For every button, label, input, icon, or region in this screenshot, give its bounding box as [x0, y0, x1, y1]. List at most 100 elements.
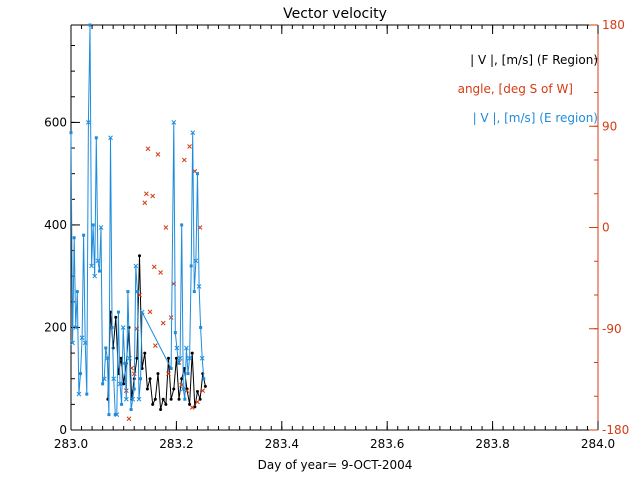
data-point — [156, 372, 160, 376]
series-line — [107, 255, 206, 410]
data-point — [110, 325, 114, 329]
data-point — [138, 254, 142, 258]
y2-tick-label: -180 — [602, 423, 629, 437]
data-point — [195, 390, 199, 394]
y-tick-label: 200 — [44, 320, 67, 334]
data-point — [135, 290, 139, 294]
data-point — [190, 351, 194, 355]
data-point — [202, 377, 206, 381]
data-point — [94, 136, 98, 140]
data-point — [199, 325, 203, 329]
x-tick-label: 283.6 — [370, 437, 404, 451]
data-point — [79, 335, 85, 341]
data-point — [193, 258, 199, 264]
data-point — [184, 345, 189, 351]
legend-entry-f-region: | V |, [m/s] (F Region) — [470, 53, 598, 67]
y2-tick-label: 90 — [602, 119, 617, 133]
data-point — [123, 396, 129, 402]
data-point — [104, 346, 108, 350]
data-point — [166, 356, 170, 360]
data-point — [203, 384, 207, 388]
data-point — [126, 416, 132, 422]
data-point — [161, 397, 165, 401]
y2-tick-label: 0 — [602, 221, 610, 235]
data-point — [101, 376, 107, 382]
data-point — [147, 309, 153, 315]
data-point — [172, 387, 176, 391]
data-point — [133, 263, 139, 269]
data-point — [97, 269, 101, 273]
legend-entry-e-region: | V |, [m/s] (E region) — [473, 111, 598, 125]
data-point — [177, 361, 181, 365]
data-point — [86, 120, 91, 125]
data-point — [169, 366, 173, 370]
data-point — [164, 402, 168, 406]
data-point — [145, 387, 149, 391]
data-point — [88, 23, 92, 27]
data-point — [82, 340, 88, 346]
data-point — [92, 273, 98, 279]
y-tick-label: 400 — [44, 218, 67, 232]
data-point — [75, 290, 79, 294]
data-point — [152, 343, 158, 348]
data-point — [82, 233, 86, 237]
data-point — [195, 172, 199, 176]
series-2 — [69, 23, 206, 417]
y2-tick-label: -90 — [602, 322, 622, 336]
data-point — [200, 388, 206, 393]
data-point — [174, 356, 178, 360]
data-point — [73, 325, 79, 330]
data-point — [160, 320, 166, 326]
data-point — [190, 130, 196, 136]
x-tick-label: 283.4 — [265, 437, 299, 451]
data-point — [173, 331, 177, 335]
data-point — [158, 270, 163, 275]
data-point — [98, 225, 104, 230]
data-point — [168, 315, 174, 320]
data-point — [107, 413, 111, 417]
data-point — [122, 382, 126, 386]
data-point — [114, 315, 118, 319]
data-point — [136, 396, 142, 402]
data-point — [177, 397, 181, 401]
data-point — [188, 402, 192, 406]
data-point — [144, 191, 149, 197]
data-point — [76, 391, 82, 397]
data-point — [150, 193, 156, 199]
x-axis-label: Day of year= 9-OCT-2004 — [258, 458, 413, 472]
x-tick-label: 283.0 — [54, 437, 88, 451]
data-point — [143, 351, 147, 355]
legend: | V |, [m/s] (F Region) angle, [deg S of… — [458, 53, 598, 125]
data-point — [72, 236, 76, 240]
y-tick-label: 600 — [44, 115, 67, 129]
data-point — [166, 371, 171, 377]
data-point — [183, 397, 187, 401]
data-point — [187, 144, 192, 149]
data-point — [155, 152, 161, 157]
data-point — [153, 397, 157, 401]
data-point — [159, 407, 163, 411]
data-point — [120, 402, 124, 406]
data-point — [145, 146, 151, 152]
axes-group: 283.0 283.2 283.4 283.6 283.8 284.0 0 200 400 600… — [44, 18, 629, 451]
data-point — [139, 309, 145, 315]
y2-tick-label: 180 — [602, 18, 625, 32]
data-point — [151, 402, 155, 406]
data-point — [108, 135, 113, 141]
data-point — [151, 264, 157, 270]
data-point — [95, 258, 101, 264]
data-point — [189, 264, 193, 268]
series-0 — [106, 254, 207, 411]
data-point — [114, 412, 120, 417]
data-point — [180, 223, 184, 227]
data-point — [189, 405, 195, 410]
data-point — [135, 356, 139, 360]
data-point — [116, 310, 120, 314]
data-point — [177, 355, 183, 361]
data-point — [130, 396, 136, 402]
data-point — [192, 290, 196, 294]
data-point — [142, 200, 148, 206]
data-point — [113, 413, 117, 417]
data-point — [127, 355, 132, 361]
